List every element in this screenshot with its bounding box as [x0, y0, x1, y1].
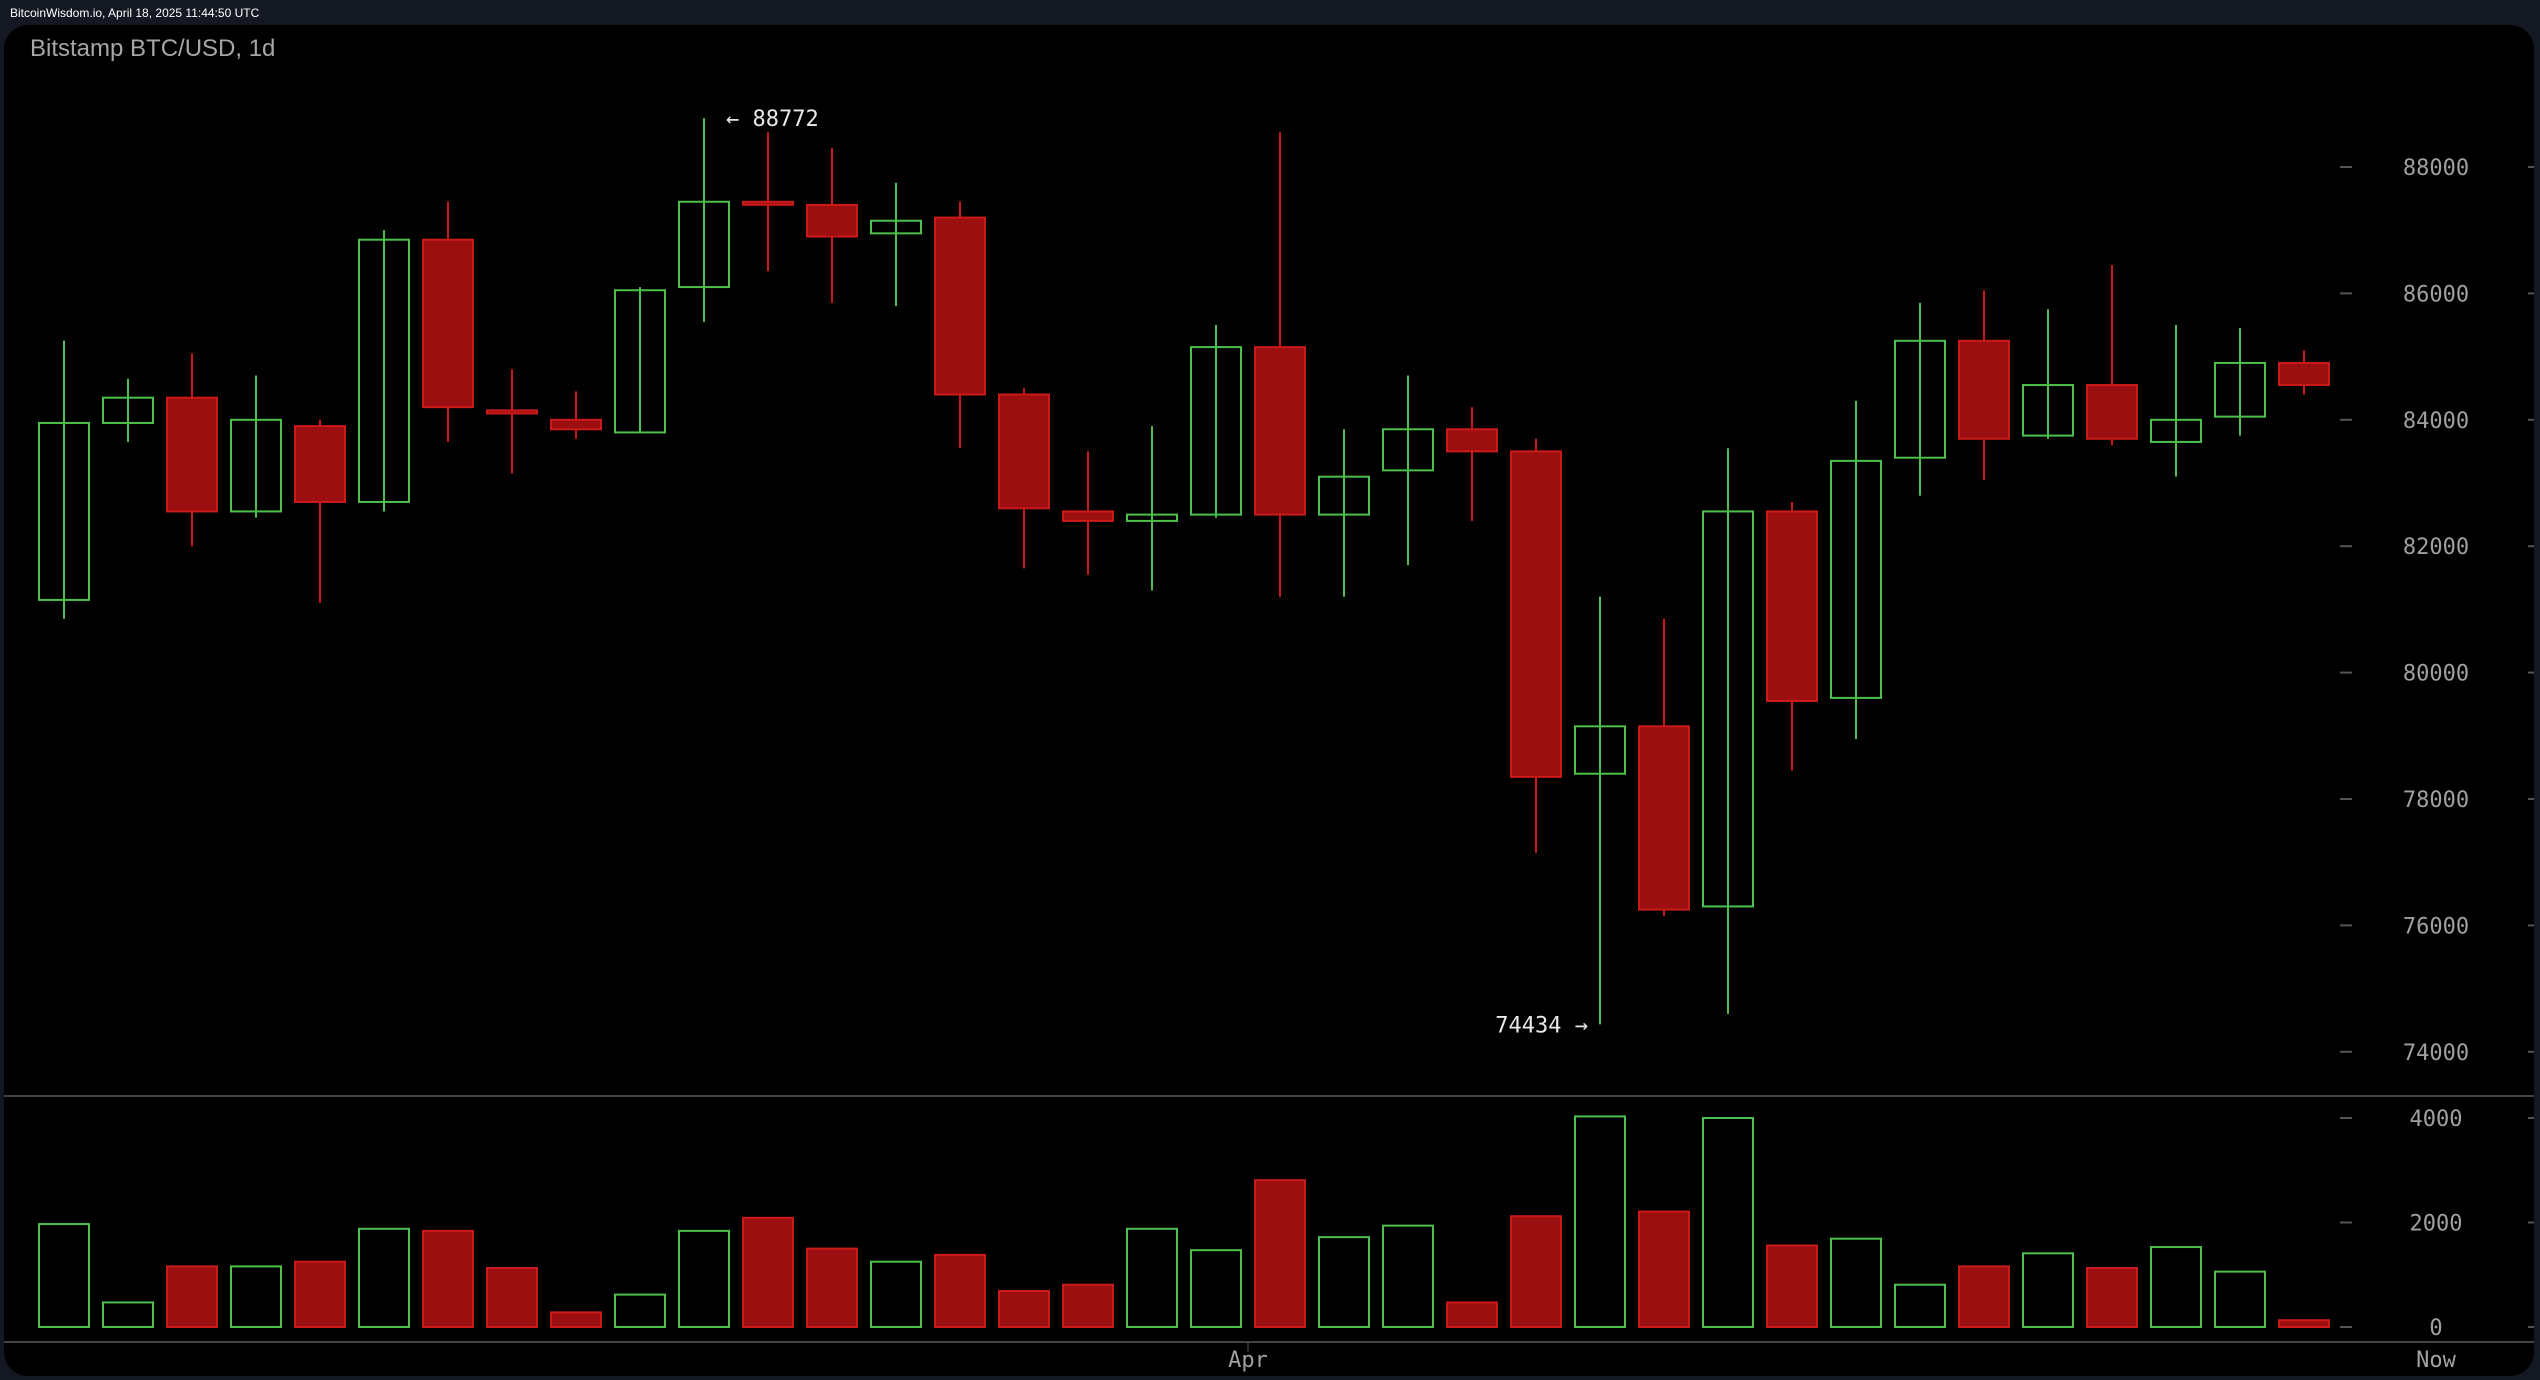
- volume-bar[interactable]: [1126, 1227, 1178, 1329]
- volume-bar[interactable]: [38, 1223, 90, 1329]
- candle-body[interactable]: [38, 421, 90, 601]
- chart-panel: Bitstamp BTC/USD, 1d 74000 76000 78000 8000…: [4, 25, 2534, 1376]
- volume-bar[interactable]: [1766, 1244, 1818, 1328]
- y-axis-label: 82000: [2403, 535, 2469, 560]
- y-axis-label: 88000: [2403, 156, 2469, 181]
- candle-body[interactable]: [1958, 339, 2010, 440]
- candle-body[interactable]: [1830, 459, 1882, 699]
- volume-bar[interactable]: [358, 1227, 410, 1329]
- volume-bar[interactable]: [1062, 1283, 1114, 1328]
- volume-bar[interactable]: [2214, 1270, 2266, 1328]
- volume-bar[interactable]: [870, 1260, 922, 1328]
- candle-body[interactable]: [1702, 510, 1754, 908]
- volume-bar[interactable]: [1830, 1237, 1882, 1329]
- candle-body[interactable]: [1382, 428, 1434, 472]
- candle-body[interactable]: [2214, 361, 2266, 418]
- volume-bar[interactable]: [1190, 1249, 1242, 1329]
- volume-bar[interactable]: [550, 1311, 602, 1328]
- volume-bar[interactable]: [1958, 1265, 2010, 1329]
- high-annotation: ← 88772: [726, 107, 819, 132]
- volume-bar[interactable]: [742, 1216, 794, 1328]
- volume-bar[interactable]: [422, 1229, 474, 1328]
- volume-axis-label: 0: [2429, 1316, 2442, 1341]
- volume-bar[interactable]: [614, 1293, 666, 1328]
- candle-body[interactable]: [2022, 384, 2074, 437]
- volume-axis-label: 2000: [2410, 1212, 2463, 1237]
- volume-axis-label: 4000: [2410, 1107, 2463, 1132]
- candle-body[interactable]: [1446, 428, 1498, 453]
- volume-bar[interactable]: [2086, 1266, 2138, 1329]
- candle-body[interactable]: [102, 396, 154, 424]
- volume-bar[interactable]: [2278, 1319, 2330, 1329]
- volume-bar[interactable]: [1574, 1115, 1626, 1328]
- candle-body[interactable]: [294, 425, 346, 503]
- y-axis-label: 84000: [2403, 409, 2469, 434]
- candlestick-chart[interactable]: 74000 76000 78000 80000 82000 84000 86000 88000…: [4, 25, 2534, 1376]
- volume-bar[interactable]: [486, 1266, 538, 1329]
- volume-bar[interactable]: [1510, 1215, 1562, 1328]
- candle-body[interactable]: [806, 203, 858, 238]
- volume-bar[interactable]: [998, 1289, 1050, 1329]
- candle-body[interactable]: [934, 216, 986, 396]
- candle-body[interactable]: [166, 396, 218, 513]
- candle-body[interactable]: [870, 219, 922, 235]
- volume-bar[interactable]: [294, 1260, 346, 1328]
- y-axis-label: 80000: [2403, 662, 2469, 687]
- candle-body[interactable]: [358, 238, 410, 503]
- candle-body[interactable]: [1190, 346, 1242, 516]
- y-axis-label: 86000: [2403, 282, 2469, 307]
- candle-body[interactable]: [2278, 361, 2330, 387]
- candle-body[interactable]: [1062, 510, 1114, 522]
- candle-body[interactable]: [2086, 384, 2138, 440]
- volume-bar[interactable]: [1254, 1179, 1306, 1328]
- volume-bar[interactable]: [1382, 1224, 1434, 1329]
- y-axis-label: 74000: [2403, 1041, 2469, 1066]
- volume-bar[interactable]: [1638, 1210, 1690, 1328]
- volume-bar[interactable]: [2022, 1252, 2074, 1329]
- volume-bar[interactable]: [806, 1247, 858, 1328]
- candle-body[interactable]: [486, 409, 538, 415]
- candle-body[interactable]: [742, 200, 794, 206]
- candle-body[interactable]: [1318, 475, 1370, 516]
- candle-body[interactable]: [1766, 510, 1818, 703]
- y-axis-label: 78000: [2403, 788, 2469, 813]
- candle-body[interactable]: [1126, 513, 1178, 522]
- candle-body[interactable]: [678, 200, 730, 289]
- volume-bar[interactable]: [934, 1253, 986, 1329]
- volume-bar[interactable]: [230, 1265, 282, 1329]
- x-axis-label: Now: [2416, 1348, 2456, 1373]
- chart-title: Bitstamp BTC/USD, 1d: [30, 35, 276, 62]
- candle-body[interactable]: [1510, 450, 1562, 778]
- candle-body[interactable]: [422, 238, 474, 409]
- volume-bar[interactable]: [1894, 1283, 1946, 1328]
- volume-bar[interactable]: [678, 1229, 730, 1328]
- candle-body[interactable]: [550, 418, 602, 431]
- volume-bar[interactable]: [2150, 1246, 2202, 1328]
- candle-body[interactable]: [614, 289, 666, 434]
- candle-body[interactable]: [2150, 418, 2202, 443]
- candle-body[interactable]: [998, 393, 1050, 510]
- candle-body[interactable]: [1254, 346, 1306, 516]
- x-axis-label: Apr: [1228, 1348, 1268, 1373]
- volume-bar[interactable]: [102, 1301, 154, 1329]
- volume-bar[interactable]: [1318, 1236, 1370, 1329]
- candle-body[interactable]: [1894, 339, 1946, 459]
- source-timestamp: BitcoinWisdom.io, April 18, 2025 11:44:5…: [10, 6, 260, 20]
- candle-body[interactable]: [230, 418, 282, 513]
- low-annotation: 74434 →: [1495, 1013, 1588, 1038]
- y-axis-label: 76000: [2403, 914, 2469, 939]
- volume-bar[interactable]: [1446, 1301, 1498, 1329]
- volume-bar[interactable]: [1702, 1117, 1754, 1328]
- volume-bar[interactable]: [166, 1265, 218, 1329]
- candle-body[interactable]: [1638, 725, 1690, 911]
- candle-body[interactable]: [1574, 725, 1626, 775]
